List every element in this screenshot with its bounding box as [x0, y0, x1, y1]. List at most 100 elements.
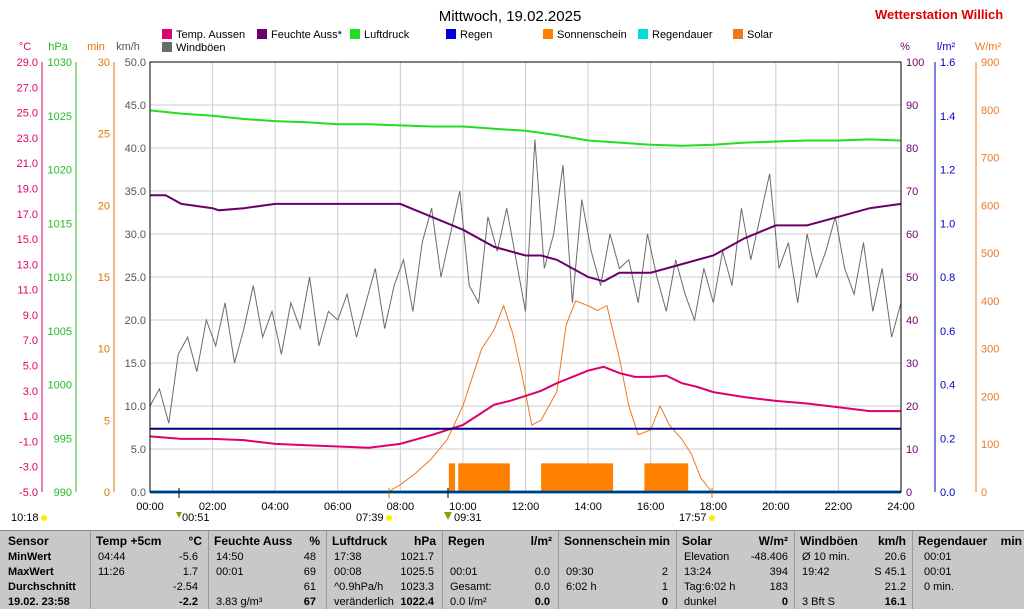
wind-tick-label: 40.0 — [125, 143, 146, 155]
stats-row: 0.0 l/m² 0.0 — [442, 595, 558, 610]
time-tick-label: 12:00 — [512, 501, 540, 513]
legend-label: Solar — [747, 29, 773, 41]
stats-cell: 0.0 — [534, 596, 550, 608]
stats-row: ^0.9hPa/h 1023.3 — [326, 580, 442, 595]
stats-cell: Elevation — [684, 551, 730, 563]
time-tick-label: 22:00 — [825, 501, 853, 513]
stats-header-unit: min — [648, 534, 670, 548]
stats-cell: 0.0 — [534, 566, 550, 578]
stats-row: 14:50 48 — [208, 550, 326, 565]
stats-cell: 2 — [661, 566, 668, 578]
axis-unit-label: W/m² — [975, 41, 1002, 53]
stats-header-unit: hPa — [413, 534, 436, 548]
temperature-line — [149, 365, 901, 449]
stats-cell: -48.406 — [750, 551, 788, 563]
stats-row: 0 min. — [912, 580, 1024, 595]
wind-tick-label: 30.0 — [125, 229, 146, 241]
temp-tick-label: 17.0 — [17, 209, 38, 221]
rain-tick-label: 1.6 — [940, 57, 955, 69]
stats-cell: veränderlich — [334, 596, 394, 608]
stats-cell: 00:01 — [924, 551, 952, 563]
stats-cell: 0 — [661, 596, 668, 608]
stats-cell: S 45.1 — [874, 566, 906, 578]
stats-cell: Tag:6:02 h — [684, 581, 736, 593]
moonset-time: 09:31 — [454, 512, 482, 524]
stats-header-unit: l/m² — [530, 534, 552, 548]
axis-unit-label: km/h — [116, 41, 140, 53]
stats-row: -2.54 — [90, 580, 208, 595]
humidity-tick-label: 80 — [906, 143, 918, 155]
rain-tick-label: 0.4 — [940, 380, 955, 392]
stats-row: 00:01 — [912, 550, 1024, 565]
stats-column: Solar W/m² Elevation -48.406 13:24 394 Tag:6:0… — [676, 531, 795, 609]
stats-cell: 21.2 — [884, 581, 906, 593]
stats-cell: 04:44 — [98, 551, 126, 563]
humidity-tick-label: 10 — [906, 444, 918, 456]
chart-grid — [150, 62, 901, 492]
stats-cell: 16.1 — [884, 596, 906, 608]
solar-line — [387, 300, 713, 493]
stats-row: Durchschnitt — [0, 580, 90, 595]
legend-swatch — [162, 42, 172, 52]
stats-cell: 00:01 — [216, 566, 244, 578]
stats-row: 21.2 — [794, 580, 912, 595]
stats-cell: 183 — [769, 581, 788, 593]
minutes-tick-label: 0 — [104, 487, 110, 499]
minutes-tick-label: 15 — [98, 272, 110, 284]
time-tick-label: 04:00 — [261, 501, 289, 513]
stats-header-unit: W/m² — [758, 534, 788, 548]
humidity-tick-label: 60 — [906, 229, 918, 241]
stats-cell: 0.0 — [534, 581, 550, 593]
sunshine-bar — [458, 463, 510, 492]
solar-tick-label: 0 — [981, 487, 987, 499]
pressure-line — [149, 109, 902, 147]
solar-tick-label: 900 — [981, 57, 999, 69]
stats-header-label: Regendauer — [918, 534, 988, 548]
stats-cell: 13:24 — [684, 566, 712, 578]
moonrise-time: 00:51 — [182, 512, 210, 524]
chart-legend: Temp. Aussen Feuchte Auss* Luftdruck Regen S… — [162, 29, 773, 54]
stats-cell: 0 — [781, 596, 788, 608]
stats-row: 0 — [558, 595, 676, 610]
temp-tick-label: 15.0 — [17, 234, 38, 246]
stats-cell: 48 — [303, 551, 316, 563]
temp-tick-label: 23.0 — [17, 133, 38, 145]
stats-cell: 1022.4 — [400, 596, 434, 608]
time-tick-label: 08:00 — [387, 501, 415, 513]
stats-column: Feuchte Auss% 14:50 48 00:01 69 61 3.83 g/m³ 67 — [208, 531, 327, 609]
sunshine-bar — [644, 463, 689, 492]
stats-header-label: Luftdruck — [332, 534, 388, 548]
stats-header-label: Solar — [682, 534, 713, 548]
stats-row: 00:08 1025.5 — [326, 565, 442, 580]
temp-tick-label: -1.0 — [19, 436, 38, 448]
pressure-tick-label: 1010 — [48, 272, 72, 284]
wind-tick-label: 35.0 — [125, 186, 146, 198]
stats-cell: -2.2 — [179, 596, 198, 608]
stats-row: 00:01 0.0 — [442, 565, 558, 580]
stats-cell: 0.0 l/m² — [450, 596, 487, 608]
temp-tick-label: -3.0 — [19, 462, 38, 474]
stats-row: dunkel 0 — [676, 595, 794, 610]
sunset-icon — [709, 515, 715, 521]
stats-cell: MinWert — [8, 551, 52, 563]
pressure-tick-label: 995 — [54, 433, 72, 445]
stats-cell: 14:50 — [216, 551, 244, 563]
stats-cell: MaxWert — [8, 566, 54, 578]
stats-header-label: Sensor — [8, 534, 49, 548]
stats-row: MaxWert — [0, 565, 90, 580]
stats-header-row: Sonnenschein min — [558, 533, 676, 548]
moonrise-icon — [176, 512, 182, 518]
pressure-tick-label: 1020 — [48, 165, 72, 177]
stats-row: 11:26 1.7 — [90, 565, 208, 580]
legend-swatch — [162, 29, 172, 39]
legend-label: Feuchte Auss* — [271, 29, 343, 41]
stats-cell: 19:42 — [802, 566, 830, 578]
rain-tick-label: 1.2 — [940, 165, 955, 177]
stats-column: Luftdruck hPa 17:38 1021.7 00:08 1025.5 ^0.9hP… — [326, 531, 443, 609]
stats-cell: 69 — [303, 566, 316, 578]
stats-row: MinWert — [0, 550, 90, 565]
stats-column: Sonnenschein min 09:30 2 6:02 h 1 0 — [558, 531, 677, 609]
stats-cell: 1 — [661, 581, 668, 593]
stats-column: Windböen km/h Ø 10 min. 20.6 19:42 S 45.1 21.2… — [794, 531, 913, 609]
weather-chart: Mittwoch, 19.02.2025 Wetterstation Willi… — [11, 7, 1003, 524]
